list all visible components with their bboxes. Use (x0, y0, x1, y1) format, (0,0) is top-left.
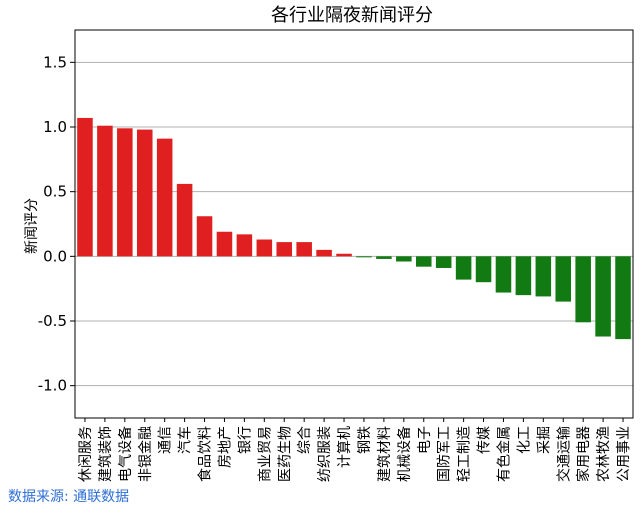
x-tick-label: 化工 (516, 426, 532, 454)
x-tick-label: 机械设备 (396, 426, 413, 482)
bar (396, 256, 412, 262)
y-tick-label: 0.0 (43, 247, 67, 265)
x-tick-label: 电气设备 (117, 426, 134, 482)
x-tick-label: 纺织服装 (317, 426, 333, 482)
bar (595, 256, 611, 337)
bar (336, 253, 352, 257)
x-tick-label: 房地产 (217, 426, 233, 468)
x-tick-label: 建筑装饰 (98, 426, 114, 482)
x-tick-label: 汽车 (177, 426, 194, 454)
bar (117, 128, 133, 257)
bar (515, 256, 532, 296)
source-note: 数据来源: 通联数据 (8, 489, 130, 505)
bar (296, 242, 312, 257)
bar (535, 256, 552, 297)
x-tick-label: 采掘 (536, 426, 552, 454)
y-tick-label: 1.5 (43, 53, 67, 71)
bar (156, 138, 173, 257)
bar (276, 242, 293, 257)
bar (455, 256, 472, 280)
bar (236, 234, 253, 257)
plot-frame (74, 29, 634, 419)
bar (575, 256, 591, 323)
bar (435, 256, 452, 268)
bar (136, 129, 153, 257)
x-tick-label: 计算机 (337, 426, 353, 468)
y-axis-ticks: 1.5 1.0 0.5 0.0 -0.5 -1.0 (38, 53, 75, 395)
y-axis-label: 新闻评分 (24, 198, 40, 254)
y-tick-label: 0.5 (43, 183, 67, 201)
y-tick-label: -1.0 (38, 377, 67, 395)
chart-title: 各行业隔夜新闻评分 (271, 5, 433, 26)
bar (356, 256, 372, 258)
y-tick-label: -0.5 (38, 312, 67, 330)
x-tick-label: 轻工制造 (457, 426, 473, 482)
bar (376, 256, 392, 259)
x-tick-label: 交通运输 (555, 426, 572, 482)
x-tick-label: 有色金属 (495, 426, 512, 482)
bar (316, 249, 332, 257)
bar (475, 256, 492, 283)
x-tick-label: 商业贸易 (257, 426, 273, 482)
bar (495, 256, 512, 293)
bar (256, 239, 273, 257)
bar (196, 216, 213, 257)
x-axis-ticks: 休闲服务 建筑装饰 电气设备 非银金融 通信 汽车 食品饮料 房地产 银行 商业贸易 医药生物 综合纺… (78, 418, 632, 482)
x-tick-label: 食品饮料 (197, 426, 214, 482)
bar (415, 256, 432, 267)
bar (176, 183, 193, 257)
x-tick-label: 公用事业 (616, 426, 632, 482)
x-tick-label: 医药生物 (277, 426, 293, 482)
x-tick-label: 银行 (237, 426, 253, 454)
y-tick-label: 1.0 (43, 118, 67, 136)
x-tick-label: 电子 (417, 426, 433, 454)
x-tick-label: 非银金融 (138, 426, 154, 482)
x-tick-label: 通信 (158, 426, 174, 454)
x-tick-label: 综合 (297, 426, 313, 454)
x-tick-label: 建筑材料 (377, 426, 393, 482)
x-tick-label: 休闲服务 (78, 426, 94, 482)
x-tick-label: 农林牧渔 (596, 426, 612, 482)
x-tick-label: 家用电器 (575, 426, 592, 482)
bars (77, 117, 631, 340)
x-tick-label: 国防军工 (437, 426, 453, 482)
bar (216, 231, 233, 257)
bar (97, 125, 113, 257)
x-tick-label: 传媒 (477, 426, 493, 454)
x-tick-label: 钢铁 (357, 426, 373, 454)
bar (615, 256, 631, 340)
bar (555, 256, 572, 302)
bar (77, 117, 93, 257)
